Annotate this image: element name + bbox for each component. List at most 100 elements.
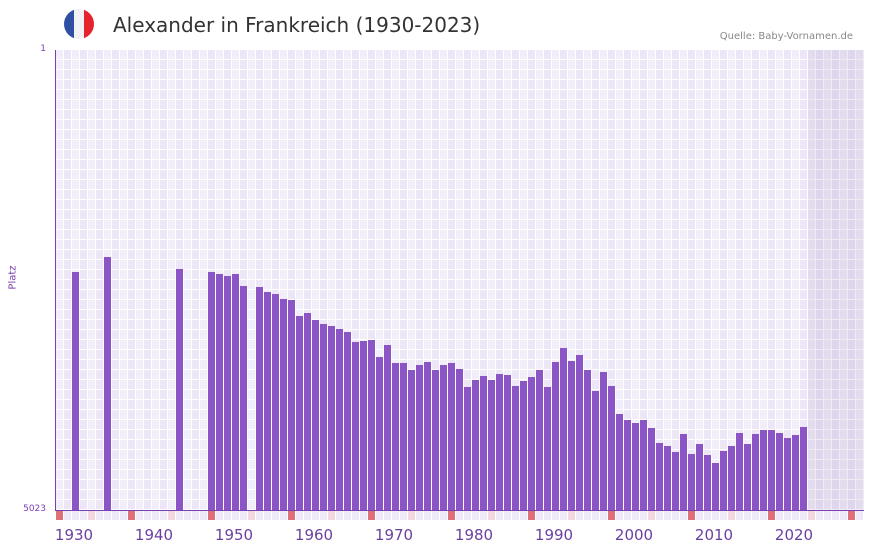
bar-1967[interactable] [352, 342, 359, 510]
grid-cell [792, 190, 799, 199]
grid-cell [432, 340, 439, 349]
bar-1990[interactable] [536, 370, 543, 510]
bar-1964[interactable] [328, 326, 335, 510]
bar-1957[interactable] [272, 294, 279, 510]
grid-cell [304, 210, 311, 219]
bar-1979[interactable] [448, 363, 455, 510]
bar-1999[interactable] [608, 386, 615, 510]
bar-1977[interactable] [432, 370, 439, 510]
bar-1966[interactable] [344, 332, 351, 510]
bar-1956[interactable] [264, 292, 271, 510]
bar-2005[interactable] [656, 443, 663, 510]
grid-cell [752, 50, 759, 59]
bar-1983[interactable] [480, 376, 487, 510]
bar-1945[interactable] [176, 269, 183, 510]
grid-cell [248, 430, 255, 439]
bar-1953[interactable] [240, 286, 247, 510]
bar-1955[interactable] [256, 287, 263, 510]
bar-2004[interactable] [648, 428, 655, 510]
bar-1949[interactable] [208, 272, 215, 510]
grid-cell [760, 400, 767, 409]
bar-2021[interactable] [784, 438, 791, 510]
bar-1960[interactable] [296, 316, 303, 510]
bar-2001[interactable] [624, 420, 631, 510]
grid-cell [800, 210, 807, 219]
bar-1992[interactable] [552, 362, 559, 510]
bar-1984[interactable] [488, 380, 495, 510]
bar-1959[interactable] [288, 300, 295, 510]
bar-1963[interactable] [320, 324, 327, 510]
bar-2013[interactable] [720, 451, 727, 510]
bar-2009[interactable] [688, 454, 695, 510]
bar-1936[interactable] [104, 257, 111, 510]
strip-cell [712, 511, 719, 520]
grid-cell [696, 100, 703, 109]
bar-2011[interactable] [704, 455, 711, 510]
bar-1951[interactable] [224, 276, 231, 510]
bar-1961[interactable] [304, 313, 311, 510]
bar-1985[interactable] [496, 374, 503, 510]
bar-2012[interactable] [712, 463, 719, 510]
bar-1973[interactable] [400, 363, 407, 510]
bar-1997[interactable] [592, 391, 599, 510]
bar-1932[interactable] [72, 272, 79, 510]
grid-cell [688, 390, 695, 399]
bar-1989[interactable] [528, 377, 535, 510]
bar-1980[interactable] [456, 369, 463, 510]
bar-2007[interactable] [672, 452, 679, 510]
bar-1993[interactable] [560, 348, 567, 510]
grid-cell [824, 390, 831, 399]
bar-1996[interactable] [584, 370, 591, 510]
bar-1982[interactable] [472, 380, 479, 510]
bar-1991[interactable] [544, 387, 551, 510]
bar-2003[interactable] [640, 420, 647, 510]
bar-2018[interactable] [760, 430, 767, 510]
bar-1987[interactable] [512, 386, 519, 510]
grid-cell [512, 360, 519, 369]
bar-2019[interactable] [768, 430, 775, 510]
bar-1962[interactable] [312, 320, 319, 510]
bar-2006[interactable] [664, 446, 671, 510]
bar-1958[interactable] [280, 299, 287, 510]
grid-cell [560, 160, 567, 169]
bar-1988[interactable] [520, 381, 527, 510]
bar-1981[interactable] [464, 387, 471, 510]
bar-1978[interactable] [440, 365, 447, 510]
bar-2008[interactable] [680, 434, 687, 510]
grid-cell [360, 220, 367, 229]
grid-cell [768, 180, 775, 189]
bar-1994[interactable] [568, 361, 575, 510]
bar-2016[interactable] [744, 444, 751, 510]
bar-1968[interactable] [360, 341, 367, 510]
bar-2017[interactable] [752, 434, 759, 510]
bar-1950[interactable] [216, 274, 223, 510]
bar-1965[interactable] [336, 329, 343, 510]
bar-1971[interactable] [384, 345, 391, 510]
grid-cell [184, 100, 191, 109]
bar-2002[interactable] [632, 423, 639, 510]
bar-2000[interactable] [616, 414, 623, 510]
bar-1970[interactable] [376, 357, 383, 510]
bar-1998[interactable] [600, 372, 607, 510]
bar-1974[interactable] [408, 370, 415, 510]
grid-cell [752, 400, 759, 409]
grid-cell [408, 50, 415, 59]
bar-2010[interactable] [696, 444, 703, 510]
bar-2022[interactable] [792, 435, 799, 510]
grid-cell [360, 100, 367, 109]
bar-2014[interactable] [728, 446, 735, 510]
grid-cell [672, 180, 679, 189]
grid-cell [152, 370, 159, 379]
bar-2015[interactable] [736, 433, 743, 510]
grid-cell [200, 480, 207, 489]
bar-1995[interactable] [576, 355, 583, 510]
bar-1986[interactable] [504, 375, 511, 510]
bar-1952[interactable] [232, 274, 239, 510]
bar-1976[interactable] [424, 362, 431, 510]
grid-cell [576, 330, 583, 339]
bar-2023[interactable] [800, 427, 807, 510]
bar-1975[interactable] [416, 365, 423, 510]
bar-1972[interactable] [392, 363, 399, 510]
bar-1969[interactable] [368, 340, 375, 510]
bar-2020[interactable] [776, 433, 783, 510]
